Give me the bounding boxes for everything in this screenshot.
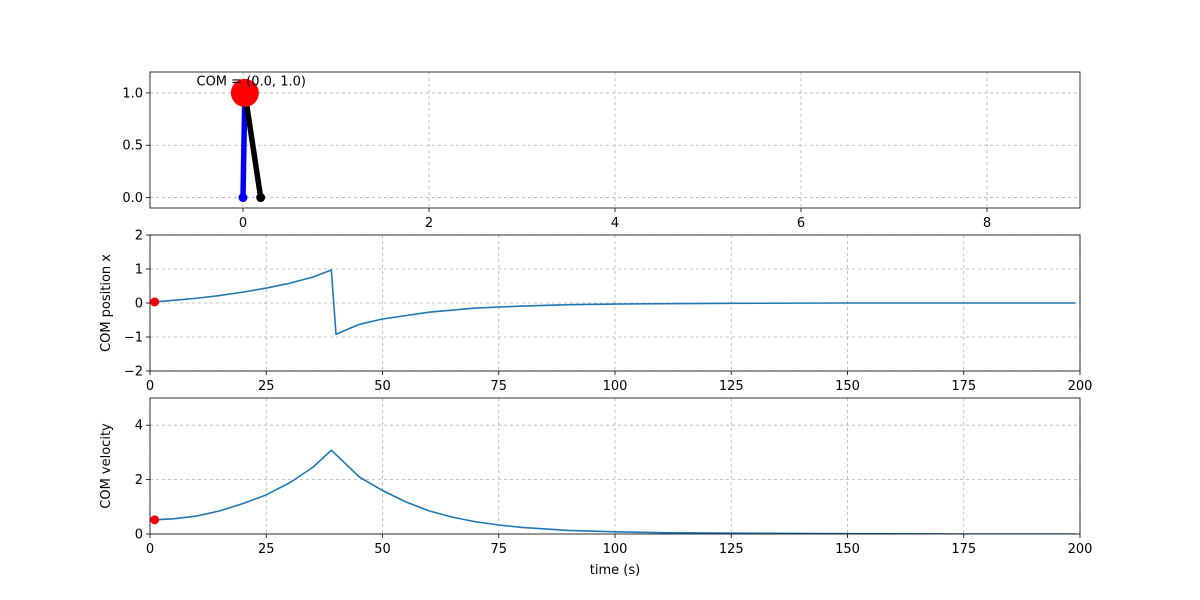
walker-axes: 0 2 4 6 8 0.0 0.5 1.0 COM = (0.0, 1.0)	[122, 71, 1081, 231]
x-tick-label: 25	[258, 542, 275, 557]
x-tick-label: 0	[146, 379, 154, 394]
stance-leg	[240, 90, 248, 201]
y-tick-label: −1	[124, 331, 143, 346]
x-tick-label: 100	[603, 542, 628, 557]
com-annotation: COM = (0.0, 1.0)	[197, 74, 306, 89]
swing-leg	[242, 90, 264, 201]
plot-area	[154, 449, 1076, 534]
y-tick-label: 0	[135, 297, 143, 312]
x-tick-label: 75	[490, 379, 507, 394]
x-tick-label: 6	[797, 216, 805, 231]
y-tick-label: 0.5	[122, 139, 143, 154]
x-tick-label: 2	[425, 216, 433, 231]
current-time-marker	[150, 297, 160, 307]
x-axis-label: time (s)	[590, 563, 640, 578]
x-tick-label: 125	[719, 379, 744, 394]
x-tick-label: 4	[611, 216, 619, 231]
y-tick-label: 4	[135, 419, 143, 434]
axes-frame	[149, 234, 1081, 372]
x-tick-label: 175	[951, 379, 976, 394]
plot-area	[154, 269, 1076, 336]
x-tick-label: 8	[983, 216, 991, 231]
x-tick-label: 50	[374, 379, 391, 394]
x-tick-label: 125	[719, 542, 744, 557]
com-point	[230, 78, 259, 107]
x-tick-label: 200	[1068, 379, 1093, 394]
y-tick-label: 2	[135, 229, 143, 244]
y-tick-label: 2	[135, 473, 143, 488]
y-axis-label: COM velocity	[99, 423, 114, 509]
y-tick-label: 1.0	[122, 86, 143, 101]
y-axis-label: COM position x	[99, 254, 114, 352]
current-time-marker	[150, 515, 160, 525]
x-tick-label: 150	[835, 542, 860, 557]
x-tick-label: 25	[258, 379, 275, 394]
x-tick-label: 75	[490, 542, 507, 557]
y-tick-label: 1	[135, 263, 143, 278]
y-tick-label: 0	[135, 528, 143, 543]
x-tick-label: 200	[1068, 542, 1093, 557]
swing-foot	[256, 193, 266, 203]
series-line	[154, 449, 1076, 534]
series-line	[154, 269, 1076, 336]
x-tick-label: 175	[951, 542, 976, 557]
x-tick-label: 50	[374, 542, 391, 557]
x-tick-label: 100	[603, 379, 628, 394]
x-tick-label: 0	[146, 542, 154, 557]
com-position-axes: 0 25 50 75 100 125 150 175 200 −2 −1 0 1 2 COM positio…	[99, 229, 1092, 395]
x-tick-label: 0	[239, 216, 247, 231]
x-tick-label: 150	[835, 379, 860, 394]
y-tick-label: 0.0	[122, 191, 143, 206]
com-velocity-axes: 0 25 50 75 100 125 150 175 200 0 2 4 COM velocity tim…	[99, 397, 1093, 578]
stance-foot	[238, 193, 248, 203]
y-tick-label: −2	[124, 365, 143, 380]
axes-frame	[149, 71, 1081, 209]
axes-frame	[149, 397, 1081, 535]
